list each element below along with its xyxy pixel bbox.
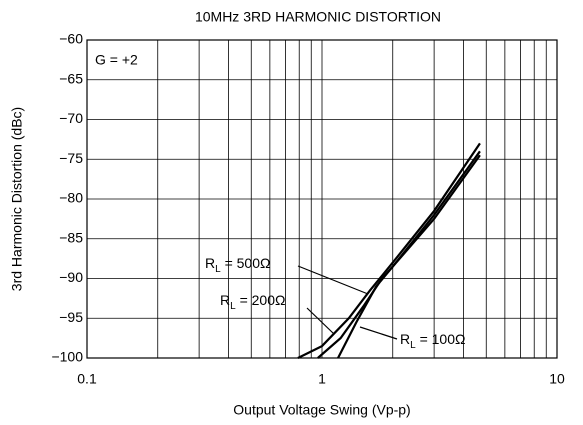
y-tick-label: −80 [59,190,83,206]
y-tick-label: −85 [59,229,83,245]
arrow [306,307,335,335]
series-label: RL = 200Ω [220,292,285,312]
arrow [359,326,398,340]
chart-title: 10MHz 3RD HARMONIC DISTORTION [195,9,441,25]
gain-annotation: G = +2 [95,52,138,68]
y-tick-label: −100 [51,349,83,365]
x-tick-label: 1 [318,371,326,387]
x-tick-label: 0.1 [77,371,97,387]
series-label: RL = 500Ω [205,255,270,275]
y-tick-label: −95 [59,309,83,325]
y-axis-label: 3rd Harmonic Distortion (dBc) [9,107,25,291]
arrow [297,265,369,295]
y-tick-label: −90 [59,269,83,285]
y-tick-label: −65 [59,70,83,86]
grid [86,39,558,359]
line-series [337,154,481,359]
series-label: RL = 100Ω [400,331,465,351]
x-tick-label: 10 [549,371,565,387]
y-tick-label: −75 [59,150,83,166]
x-axis-label: Output Voltage Swing (Vp-p) [233,402,410,418]
line-series [297,142,481,359]
plot-frame [86,39,558,359]
y-tick-label: −60 [59,31,83,47]
y-tick-label: −70 [59,110,83,126]
